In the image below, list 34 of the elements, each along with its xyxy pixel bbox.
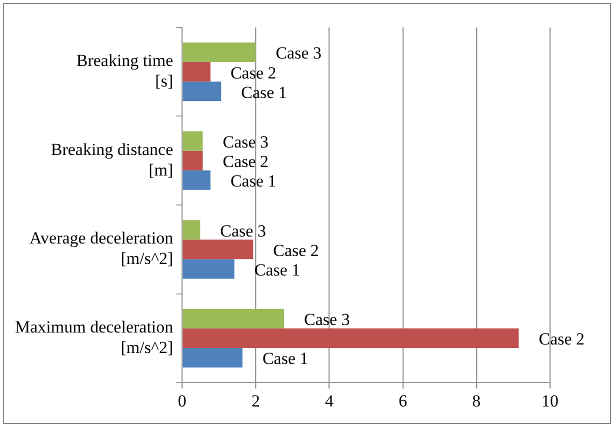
y-tick-label: Maximum deceleration [m/s^2] [15, 317, 174, 357]
bar [182, 82, 222, 102]
text: Case 1 [254, 260, 300, 280]
x-tick-label: 0 [178, 391, 186, 410]
bar [182, 328, 519, 348]
text: Case 3 [220, 221, 266, 240]
series-label: Case 3 [276, 44, 322, 63]
bar [182, 131, 203, 151]
text: Case 3 [222, 132, 269, 152]
bar [182, 240, 254, 260]
bar [182, 150, 203, 170]
x-tick-label: 2 [251, 391, 260, 410]
series-label: Case 1 [241, 82, 287, 102]
bar [182, 62, 210, 82]
text: Case 2 [273, 240, 319, 260]
x-tick-label: 4 [325, 391, 334, 410]
x-tick-label: 6 [398, 391, 408, 410]
text: Case 2 [222, 152, 269, 172]
text: Case 3 [304, 310, 350, 330]
x-tick-label: 8 [472, 391, 481, 410]
bar [182, 308, 284, 328]
x-tick-label: 10 [542, 391, 558, 410]
text: Case 1 [262, 349, 308, 368]
bar [182, 220, 200, 240]
text: Case 1 [230, 172, 276, 191]
series-label: Case 2 [230, 63, 276, 82]
bar [182, 42, 256, 62]
text: Case 2 [538, 330, 585, 349]
bar [182, 259, 234, 279]
y-tick-label: Breaking distance [m] [50, 140, 174, 180]
y-tick-label: Average deceleration [m/s^2] [30, 228, 174, 268]
bar [182, 170, 210, 190]
bar [182, 348, 242, 368]
y-tick-label: Breaking time [s] [76, 51, 174, 90]
